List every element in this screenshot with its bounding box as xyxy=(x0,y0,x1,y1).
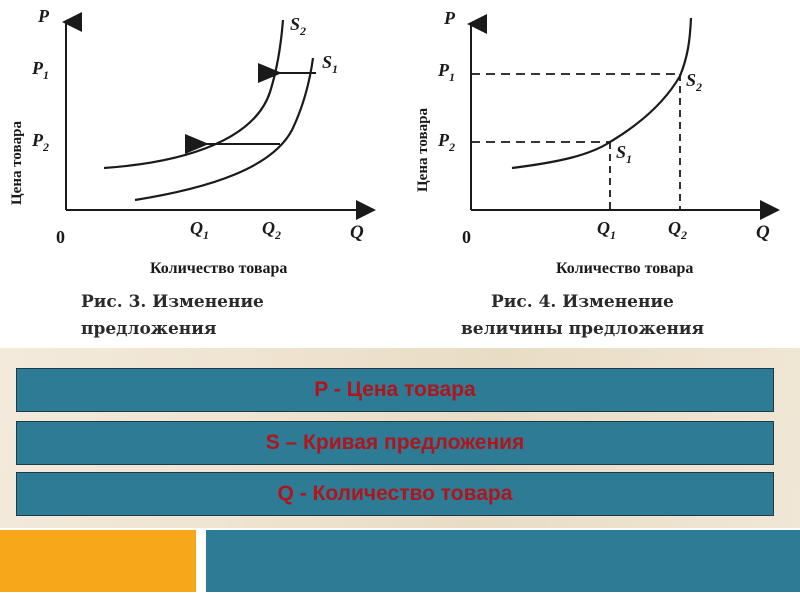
fig3-p2-label: P2 xyxy=(31,130,49,154)
fig3-origin-label: 0 xyxy=(56,227,65,247)
fig4-axis-q-label: Q xyxy=(756,222,770,243)
fig4-s2-label: S2 xyxy=(686,70,702,94)
legend-text-quantity: Q - Количество товара xyxy=(277,482,513,505)
fig3-x-title: Количество товара xyxy=(150,260,287,277)
fig4-p2-label: P2 xyxy=(437,130,455,154)
fig4-y-title: Цена товара xyxy=(415,108,431,192)
fig3-s1-label: S1 xyxy=(322,52,338,76)
fig4-axis-p-label: P xyxy=(443,8,456,28)
fig3-caption-line1: Рис. 3. Изменение xyxy=(81,292,264,312)
fig4-supply-curve xyxy=(511,17,693,170)
fig4-x-title: Количество товара xyxy=(556,260,693,277)
fig3-axis-p-label: P xyxy=(37,6,50,26)
fig3-s2-label: S2 xyxy=(290,14,306,38)
fig3-p1-label: P1 xyxy=(31,58,49,82)
figure-3: P Q 0 P1 P2 Q1 Q2 S2 S1 Цена товара Коли… xyxy=(9,6,376,339)
fig4-q2-label: Q2 xyxy=(668,218,687,242)
legend-box-supply-curve: S – Кривая предложения xyxy=(16,421,774,465)
supply-diagrams-svg: P Q 0 P1 P2 Q1 Q2 S2 S1 Цена товара Коли… xyxy=(9,6,780,339)
fig3-q1-label: Q1 xyxy=(190,218,209,242)
legend-box-price: P - Цена товара xyxy=(16,368,774,412)
fig3-axis-q-label: Q xyxy=(350,222,364,243)
footer-orange-block xyxy=(0,530,196,592)
fig4-q1-label: Q1 xyxy=(597,218,616,242)
legend-text-price: P - Цена товара xyxy=(314,378,476,401)
fig3-curve-s1 xyxy=(134,57,315,202)
fig4-p1-label: P1 xyxy=(437,60,455,84)
fig3-curve-s2 xyxy=(103,19,285,170)
footer-teal-block xyxy=(206,530,800,592)
fig4-caption-line2: величины предложения xyxy=(461,319,704,339)
fig4-origin-label: 0 xyxy=(462,227,471,247)
legend-text-supply-curve: S – Кривая предложения xyxy=(265,431,525,454)
fig3-y-title: Цена товара xyxy=(9,121,25,205)
fig3-q2-label: Q2 xyxy=(262,218,281,242)
fig3-caption-line2: предложения xyxy=(81,319,216,339)
fig4-caption-line1: Рис. 4. Изменение xyxy=(491,292,674,312)
supply-figures: P Q 0 P1 P2 Q1 Q2 S2 S1 Цена товара Коли… xyxy=(9,6,780,339)
fig4-s1-label: S1 xyxy=(616,142,632,166)
figure-4: P Q 0 P1 P2 Q1 Q2 S2 S1 Цена товара Коли… xyxy=(415,8,780,339)
legend-box-quantity: Q - Количество товара xyxy=(16,472,774,516)
